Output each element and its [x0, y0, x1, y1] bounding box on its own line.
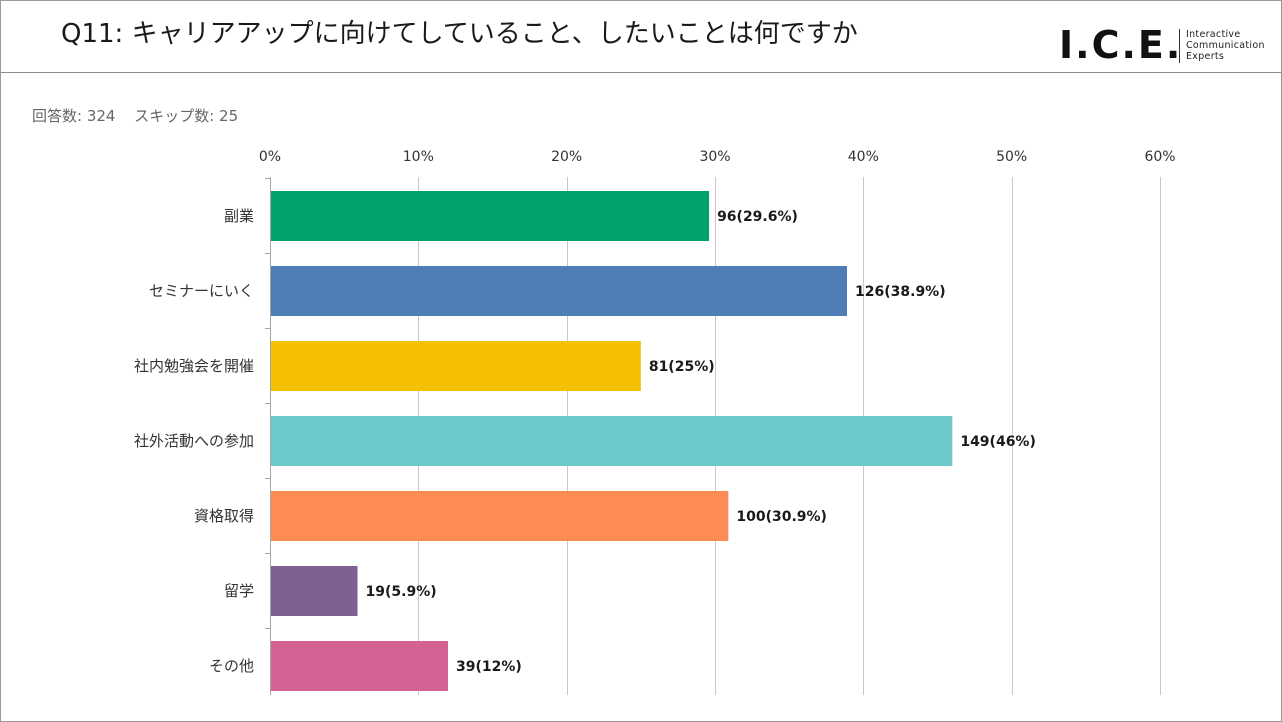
logo-divider — [1179, 29, 1180, 63]
data-label: 100(30.9%) — [736, 509, 827, 525]
data-labels: 96(29.6%) 126(38.9%) 81(25%) 149(46%) 100(30… — [366, 209, 1036, 675]
data-label: 149(46%) — [960, 434, 1036, 450]
x-tick-label: 30% — [699, 149, 730, 165]
logo-tagline-line-3: Experts — [1186, 51, 1225, 62]
bar — [271, 191, 710, 241]
x-axis-ticks: 0% 10% 20% 30% 40% 50% 60% — [259, 149, 1176, 165]
data-label: 19(5.9%) — [366, 584, 437, 600]
category-label: セミナーにいく — [149, 282, 254, 300]
x-tick-label: 0% — [259, 149, 281, 165]
data-label: 96(29.6%) — [717, 209, 798, 225]
category-label: その他 — [209, 657, 254, 675]
x-tick-label: 10% — [403, 149, 434, 165]
bar — [271, 416, 953, 466]
category-label: 資格取得 — [194, 507, 254, 525]
x-tick-label: 20% — [551, 149, 582, 165]
bar — [271, 566, 358, 616]
x-tick-label: 50% — [996, 149, 1027, 165]
skip-count: スキップ数: 25 — [134, 107, 239, 125]
page-title: Q11: キャリアアップに向けてしていること、したいことは何ですか — [61, 19, 858, 49]
x-tick-label: 60% — [1144, 149, 1175, 165]
bar — [271, 341, 641, 391]
category-label: 社内勉強会を開催 — [134, 357, 254, 375]
bar — [271, 491, 729, 541]
logo-tagline-line-2: Communication — [1186, 40, 1265, 51]
bar — [271, 641, 448, 691]
logo-mark: I.C.E. — [1059, 23, 1183, 67]
data-label: 81(25%) — [649, 359, 715, 375]
category-label: 社外活動への参加 — [134, 432, 254, 450]
data-label: 126(38.9%) — [855, 284, 946, 300]
category-label: 留学 — [224, 582, 254, 600]
bars — [271, 191, 953, 691]
logo-tagline: Interactive Communication Experts — [1186, 29, 1265, 62]
logo-tagline-line-1: Interactive — [1186, 29, 1241, 40]
response-count: 回答数: 324 — [32, 107, 116, 125]
response-stats: 回答数: 324 スキップ数: 25 — [32, 105, 252, 126]
category-label: 副業 — [224, 207, 254, 225]
data-label: 39(12%) — [456, 659, 522, 675]
x-tick-label: 40% — [848, 149, 879, 165]
bar — [271, 266, 848, 316]
header: Q11: キャリアアップに向けてしていること、したいことは何ですか I.C.E.… — [1, 1, 1281, 73]
